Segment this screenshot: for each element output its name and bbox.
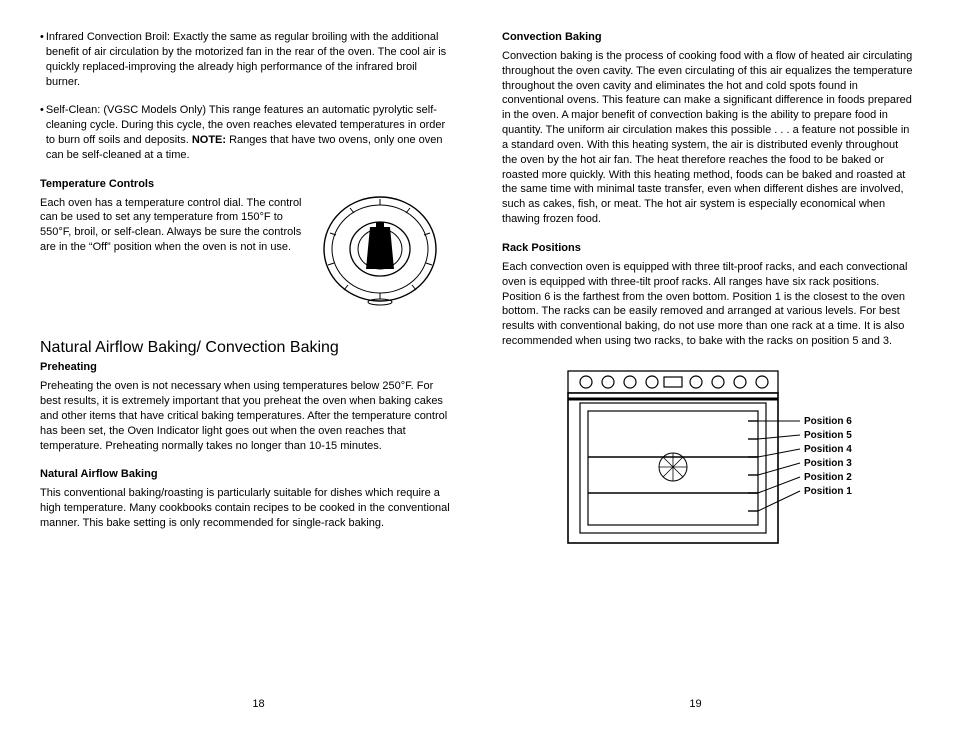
bullet-marker: •: [40, 103, 44, 162]
left-page: • Infrared Convection Broil: Exactly the…: [40, 30, 452, 690]
temperature-block: Temperature Controls Each oven has a tem…: [40, 177, 452, 317]
temperature-body: Each oven has a temperature control dial…: [40, 196, 302, 255]
bullet-body: Infrared Convection Broil: Exactly the s…: [46, 30, 452, 89]
rack-body: Each convection oven is equipped with th…: [502, 260, 914, 349]
bullet-infrared: • Infrared Convection Broil: Exactly the…: [40, 30, 452, 89]
temperature-knob-illustration: [312, 177, 452, 317]
pos-label-5: Position 5: [804, 430, 852, 441]
right-page: Convection Baking Convection baking is t…: [502, 30, 914, 690]
pos-label-2: Position 2: [804, 472, 852, 483]
page-number-right: 19: [477, 698, 914, 710]
pos-label-4: Position 4: [804, 444, 852, 455]
pos-label-1: Position 1: [804, 486, 852, 497]
convection-heading: Convection Baking: [502, 30, 914, 45]
temperature-heading: Temperature Controls: [40, 177, 302, 192]
bullet-lead: Self-Clean:: [46, 104, 100, 116]
two-page-spread: • Infrared Convection Broil: Exactly the…: [40, 30, 914, 690]
note-label: NOTE:: [192, 134, 226, 146]
natural-body: This conventional baking/roasting is par…: [40, 486, 452, 531]
temperature-text: Temperature Controls Each oven has a tem…: [40, 177, 302, 267]
section-title: Natural Airflow Baking/ Convection Bakin…: [40, 337, 452, 359]
rack-heading: Rack Positions: [502, 241, 914, 256]
preheating-body: Preheating the oven is not necessary whe…: [40, 379, 452, 453]
page-numbers: 18 19: [40, 698, 914, 710]
page-number-left: 18: [40, 698, 477, 710]
preheating-heading: Preheating: [40, 360, 452, 375]
convection-body: Convection baking is the process of cook…: [502, 49, 914, 227]
natural-heading: Natural Airflow Baking: [40, 467, 452, 482]
oven-rack-figure: Position 6 Position 5 Position 4 Positio…: [502, 363, 914, 553]
bullet-selfclean: • Self-Clean: (VGSC Models Only) This ra…: [40, 103, 452, 162]
pos-label-6: Position 6: [804, 416, 852, 427]
bullet-body: Self-Clean: (VGSC Models Only) This rang…: [46, 103, 452, 162]
pos-label-3: Position 3: [804, 458, 852, 469]
bullet-lead: Infrared Convection Broil:: [46, 31, 170, 43]
bullet-marker: •: [40, 30, 44, 89]
